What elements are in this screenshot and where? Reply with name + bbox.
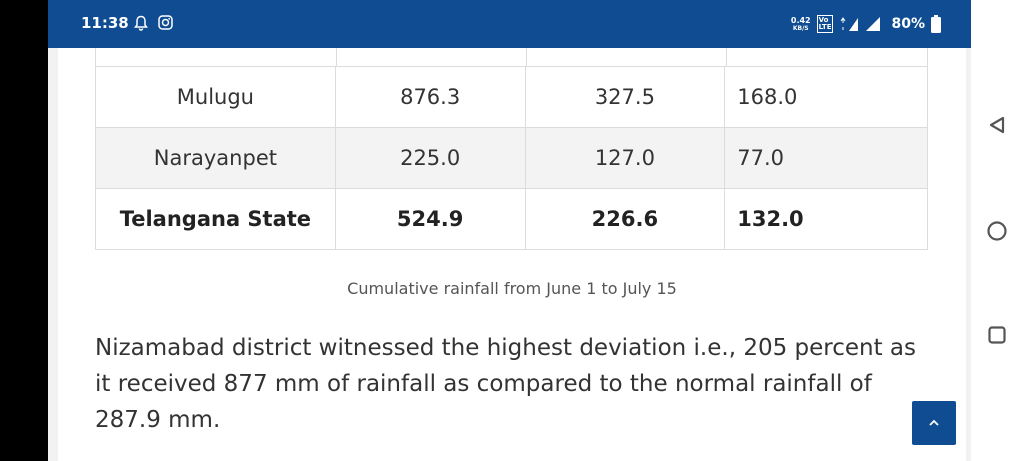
network-speed-value: 0.42 [790,15,811,25]
table-cell: Mulugu [95,66,336,128]
table-cell: 524.9 [334,188,526,250]
phone-screen: 11:38 0.42 KB/S Vo LTE [48,0,971,461]
table-caption: Cumulative rainfall from June 1 to July … [347,279,677,298]
table-row-total: Telangana State 524.9 226.6 132.0 [95,188,928,250]
square-recents-icon [988,326,1006,344]
network-speed-unit: KB/S [792,24,809,32]
status-time: 11:38 [81,14,129,32]
signal-4g-icon [841,17,859,31]
article-page: Mulugu 876.3 327.5 168.0 Narayanpet 225.… [58,48,966,461]
table-row: Narayanpet 225.0 127.0 77.0 [95,127,928,189]
table-header-cut [95,48,928,66]
chevron-up-icon [929,419,939,426]
article-paragraph: Nizamabad district witnessed the highest… [95,335,917,433]
battery-percent: 80% [891,16,925,32]
instagram-icon [158,15,173,30]
table-cell: Narayanpet [95,127,336,189]
system-nav-bar [971,0,1024,461]
volte-icon: Vo LTE [816,15,834,33]
volte-top-label: Vo [818,16,829,24]
status-indicators: 0.42 KB/S Vo LTE 80% [791,11,941,37]
battery-icon [931,15,941,33]
status-bar: 11:38 0.42 KB/S Vo LTE [48,0,971,48]
notification-bell-icon [134,15,148,31]
table-cell: 77.0 [724,127,928,189]
table-cell: 132.0 [724,188,928,250]
table-cell: 876.3 [334,66,526,128]
table-row: Mulugu 876.3 327.5 168.0 [95,66,928,128]
nav-recents-button[interactable] [984,322,1010,348]
circle-home-icon [987,221,1007,241]
nav-home-button[interactable] [984,218,1010,244]
network-speed: 0.42 KB/S [790,15,811,32]
scroll-to-top-button[interactable] [912,401,956,445]
table-cell: 127.0 [524,127,726,189]
triangle-back-icon [989,116,1005,134]
table-cell: 226.6 [524,188,726,250]
table-cell: 327.5 [524,66,726,128]
table-cell: 225.0 [334,127,526,189]
table-cell: Telangana State [95,188,336,250]
volte-bottom-label: LTE [818,23,832,31]
nav-back-button[interactable] [984,112,1010,138]
table-cell: 168.0 [724,66,928,128]
rainfall-table: Mulugu 876.3 327.5 168.0 Narayanpet 225.… [95,66,928,250]
signal-strength-icon [866,17,881,31]
